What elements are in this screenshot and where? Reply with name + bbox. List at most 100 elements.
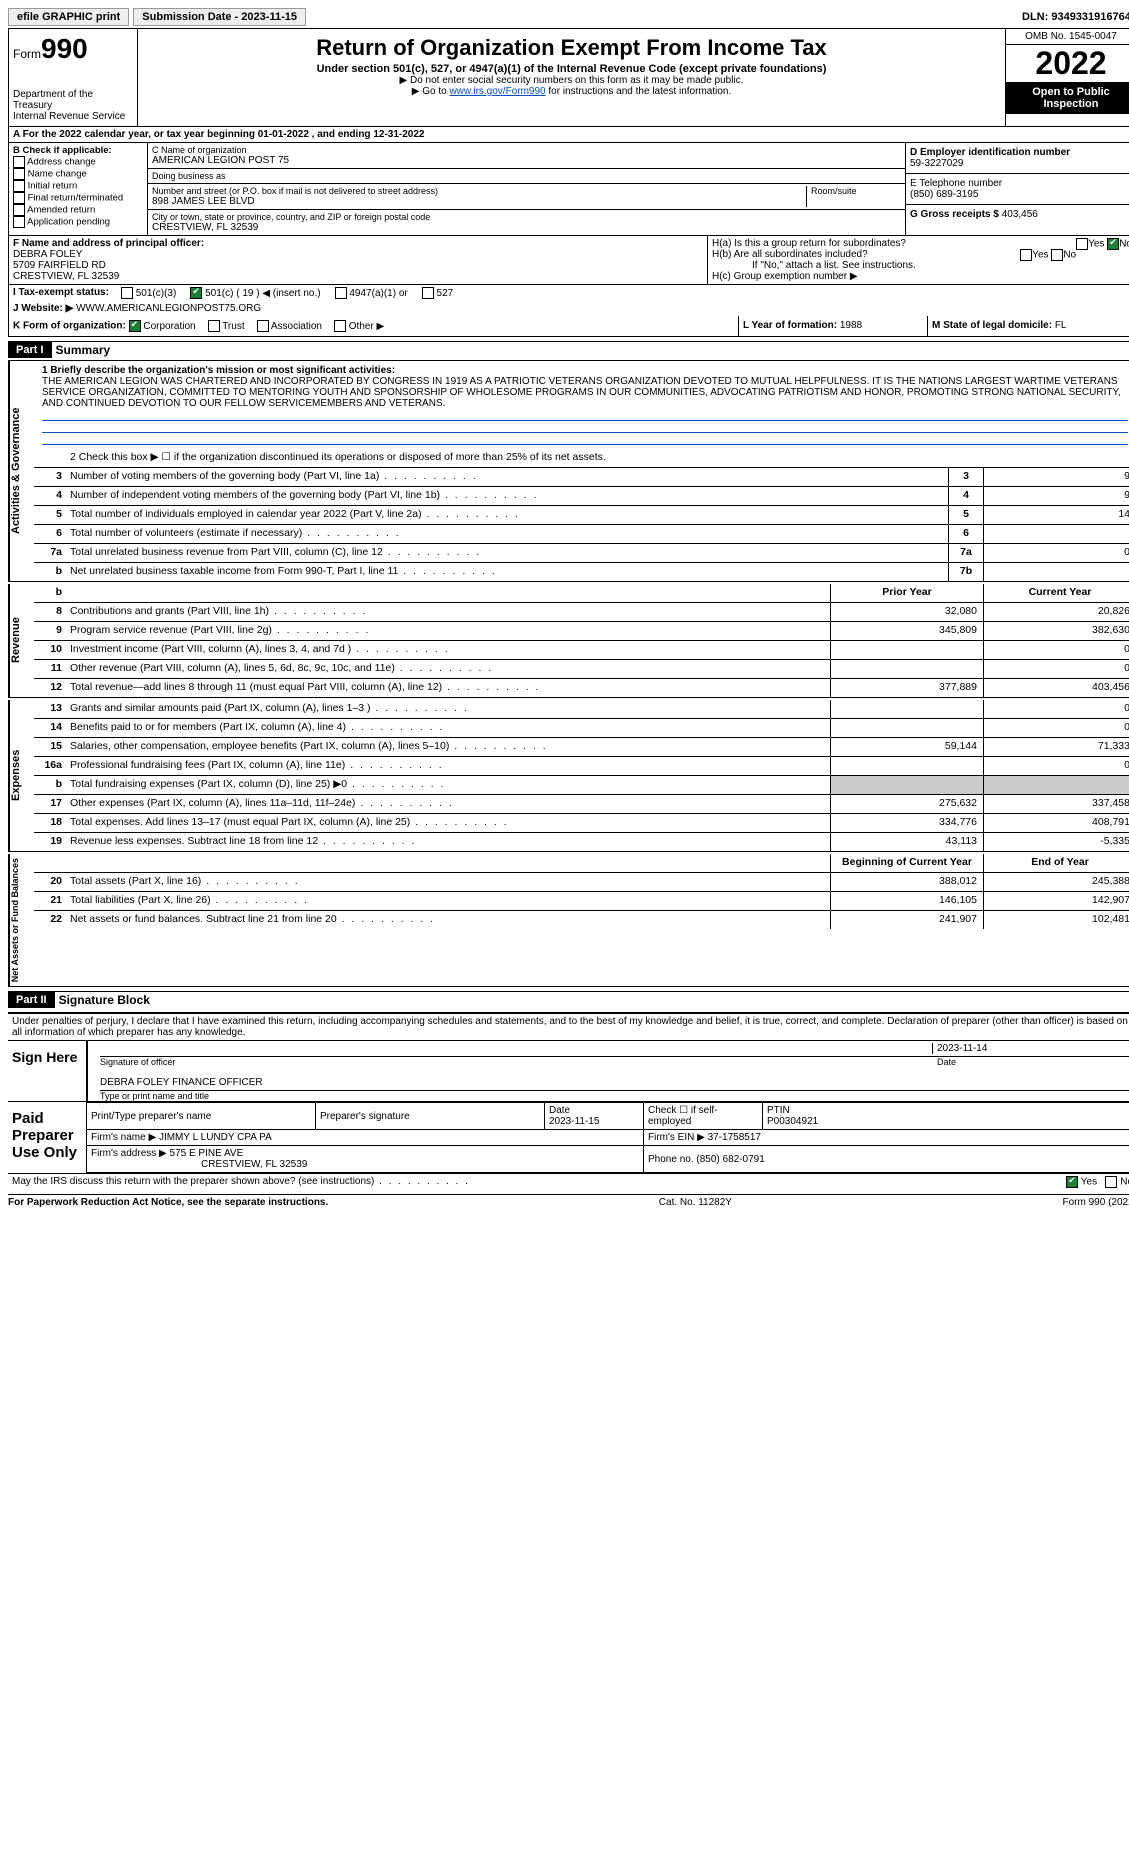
omb-number: OMB No. 1545-0047 <box>1006 29 1129 45</box>
topbar: efile GRAPHIC print Submission Date - 20… <box>8 8 1129 26</box>
gross-value: 403,456 <box>1002 209 1038 220</box>
side-exp: Expenses <box>9 700 34 851</box>
may-no-checkbox[interactable] <box>1105 1176 1117 1188</box>
b-checkbox[interactable] <box>13 180 25 192</box>
officer-name: DEBRA FOLEY <box>13 249 703 260</box>
part1-table: Activities & Governance 1 Briefly descri… <box>8 360 1129 582</box>
sign-here: Sign Here <box>8 1041 86 1101</box>
sig-officer-label: Signature of officer <box>100 1057 937 1067</box>
efile-button[interactable]: efile GRAPHIC print <box>8 8 129 26</box>
side-net: Net Assets or Fund Balances <box>9 854 34 986</box>
ha-no-checkbox[interactable] <box>1107 238 1119 250</box>
street-label: Number and street (or P.O. box if mail i… <box>152 186 806 196</box>
officer-printed: DEBRA FOLEY FINANCE OFFICER <box>100 1077 263 1088</box>
k-checkbox[interactable] <box>257 320 269 332</box>
firm-addr: 575 E PINE AVE <box>170 1148 244 1159</box>
section-h: H(a) Is this a group return for subordin… <box>708 236 1129 284</box>
page-footer: For Paperwork Reduction Act Notice, see … <box>8 1194 1129 1208</box>
phone-value: (850) 689-3195 <box>910 189 1129 200</box>
l-label: L Year of formation: <box>743 320 837 331</box>
sig-date: 2023-11-14 <box>932 1043 1129 1054</box>
row-klm: K Form of organization: Corporation Trus… <box>8 316 1129 337</box>
ha-label: H(a) Is this a group return for subordin… <box>712 238 906 249</box>
hb-label: H(b) Are all subordinates included? <box>712 249 868 260</box>
prep-date-label: Date <box>549 1105 570 1116</box>
b-checkbox[interactable] <box>13 192 25 204</box>
firm-phone-label: Phone no. <box>648 1154 694 1165</box>
section-bcd: B Check if applicable: Address change Na… <box>8 143 1129 236</box>
i-checkbox[interactable] <box>190 287 202 299</box>
may-yes-checkbox[interactable] <box>1066 1176 1078 1188</box>
penalty-text: Under penalties of perjury, I declare th… <box>8 1014 1129 1040</box>
hdr-current: Current Year <box>983 584 1129 602</box>
section-c: C Name of organization AMERICAN LEGION P… <box>148 143 905 235</box>
b-label: B Check if applicable: <box>13 145 143 156</box>
type-name-label: Type or print name and title <box>100 1091 1129 1101</box>
form-number: 990 <box>41 33 88 64</box>
ein-value: 59-3227029 <box>910 158 1129 169</box>
hc-label: H(c) Group exemption number ▶ <box>712 271 1129 282</box>
i-label: I Tax-exempt status: <box>13 287 109 299</box>
irs-link[interactable]: www.irs.gov/Form990 <box>449 86 545 97</box>
section-b: B Check if applicable: Address change Na… <box>9 143 148 235</box>
part1-header: Part I <box>8 342 52 358</box>
part2-header-row: Part II Signature Block <box>8 991 1129 1008</box>
officer-addr1: 5709 FAIRFIELD RD <box>13 260 703 271</box>
b-checkbox[interactable] <box>13 168 25 180</box>
c-name-label: C Name of organization <box>152 145 901 155</box>
prep-sig-label: Preparer's signature <box>316 1103 545 1130</box>
prep-name-label: Print/Type preparer's name <box>87 1103 316 1130</box>
hb-no-checkbox[interactable] <box>1051 249 1063 261</box>
k-checkbox[interactable] <box>129 320 141 332</box>
firm-ein-label: Firm's EIN ▶ <box>648 1132 705 1143</box>
row-i: I Tax-exempt status: 501(c)(3) 501(c) ( … <box>8 285 1129 301</box>
check-self: Check ☐ if self-employed <box>644 1103 763 1130</box>
open-public: Open to Public Inspection <box>1006 82 1129 114</box>
b-checkbox[interactable] <box>13 216 25 228</box>
signature-block: Under penalties of perjury, I declare th… <box>8 1012 1129 1190</box>
firm-city: CRESTVIEW, FL 32539 <box>91 1159 307 1170</box>
tax-year: 2022 <box>1006 45 1129 82</box>
b-checkbox[interactable] <box>13 204 25 216</box>
note-ssn: ▶ Do not enter social security numbers o… <box>142 75 1001 86</box>
footer-right: Form 990 (2022) <box>1063 1197 1129 1208</box>
footer-mid: Cat. No. 11282Y <box>659 1197 732 1208</box>
street-value: 898 JAMES LEE BLVD <box>152 196 806 207</box>
i-checkbox[interactable] <box>121 287 133 299</box>
part2-title: Signature Block <box>55 993 150 1007</box>
form-title: Return of Organization Exempt From Incom… <box>142 35 1001 61</box>
f-label: F Name and address of principal officer: <box>13 238 703 249</box>
k-checkbox[interactable] <box>334 320 346 332</box>
footer-left: For Paperwork Reduction Act Notice, see … <box>8 1197 328 1208</box>
section-fh: F Name and address of principal officer:… <box>8 236 1129 285</box>
hb-yes-checkbox[interactable] <box>1020 249 1032 261</box>
hdr-prior: Prior Year <box>830 584 983 602</box>
i-checkbox[interactable] <box>422 287 434 299</box>
form-header: Form990 Department of the Treasury Inter… <box>8 28 1129 127</box>
revenue-table: Revenue b Prior Year Current Year 8Contr… <box>8 584 1129 698</box>
firm-name-label: Firm's name ▶ <box>91 1132 156 1143</box>
part1-title: Summary <box>52 343 111 357</box>
firm-addr-label: Firm's address ▶ <box>91 1148 167 1159</box>
section-f: F Name and address of principal officer:… <box>9 236 708 284</box>
row-a-taxyear: A For the 2022 calendar year, or tax yea… <box>8 127 1129 143</box>
org-name: AMERICAN LEGION POST 75 <box>152 155 901 166</box>
b-checkbox[interactable] <box>13 156 25 168</box>
preparer-table: Print/Type preparer's name Preparer's si… <box>86 1102 1129 1173</box>
firm-name: JIMMY L LUNDY CPA PA <box>159 1132 272 1143</box>
form-subtitle: Under section 501(c), 527, or 4947(a)(1)… <box>142 63 1001 75</box>
mission-text: THE AMERICAN LEGION WAS CHARTERED AND IN… <box>42 376 1128 409</box>
k-checkbox[interactable] <box>208 320 220 332</box>
hdr-begin: Beginning of Current Year <box>830 854 983 872</box>
m-value: FL <box>1055 320 1067 331</box>
ha-yes-checkbox[interactable] <box>1076 238 1088 250</box>
may-irs: May the IRS discuss this return with the… <box>12 1176 1066 1188</box>
part1-header-row: Part I Summary <box>8 341 1129 358</box>
ptin-label: PTIN <box>767 1105 790 1116</box>
side-gov: Activities & Governance <box>9 361 34 581</box>
i-checkbox[interactable] <box>335 287 347 299</box>
side-rev: Revenue <box>9 584 34 697</box>
officer-addr2: CRESTVIEW, FL 32539 <box>13 271 703 282</box>
gross-label: G Gross receipts $ <box>910 209 999 220</box>
dln: DLN: 93493319167643 <box>1022 11 1129 23</box>
